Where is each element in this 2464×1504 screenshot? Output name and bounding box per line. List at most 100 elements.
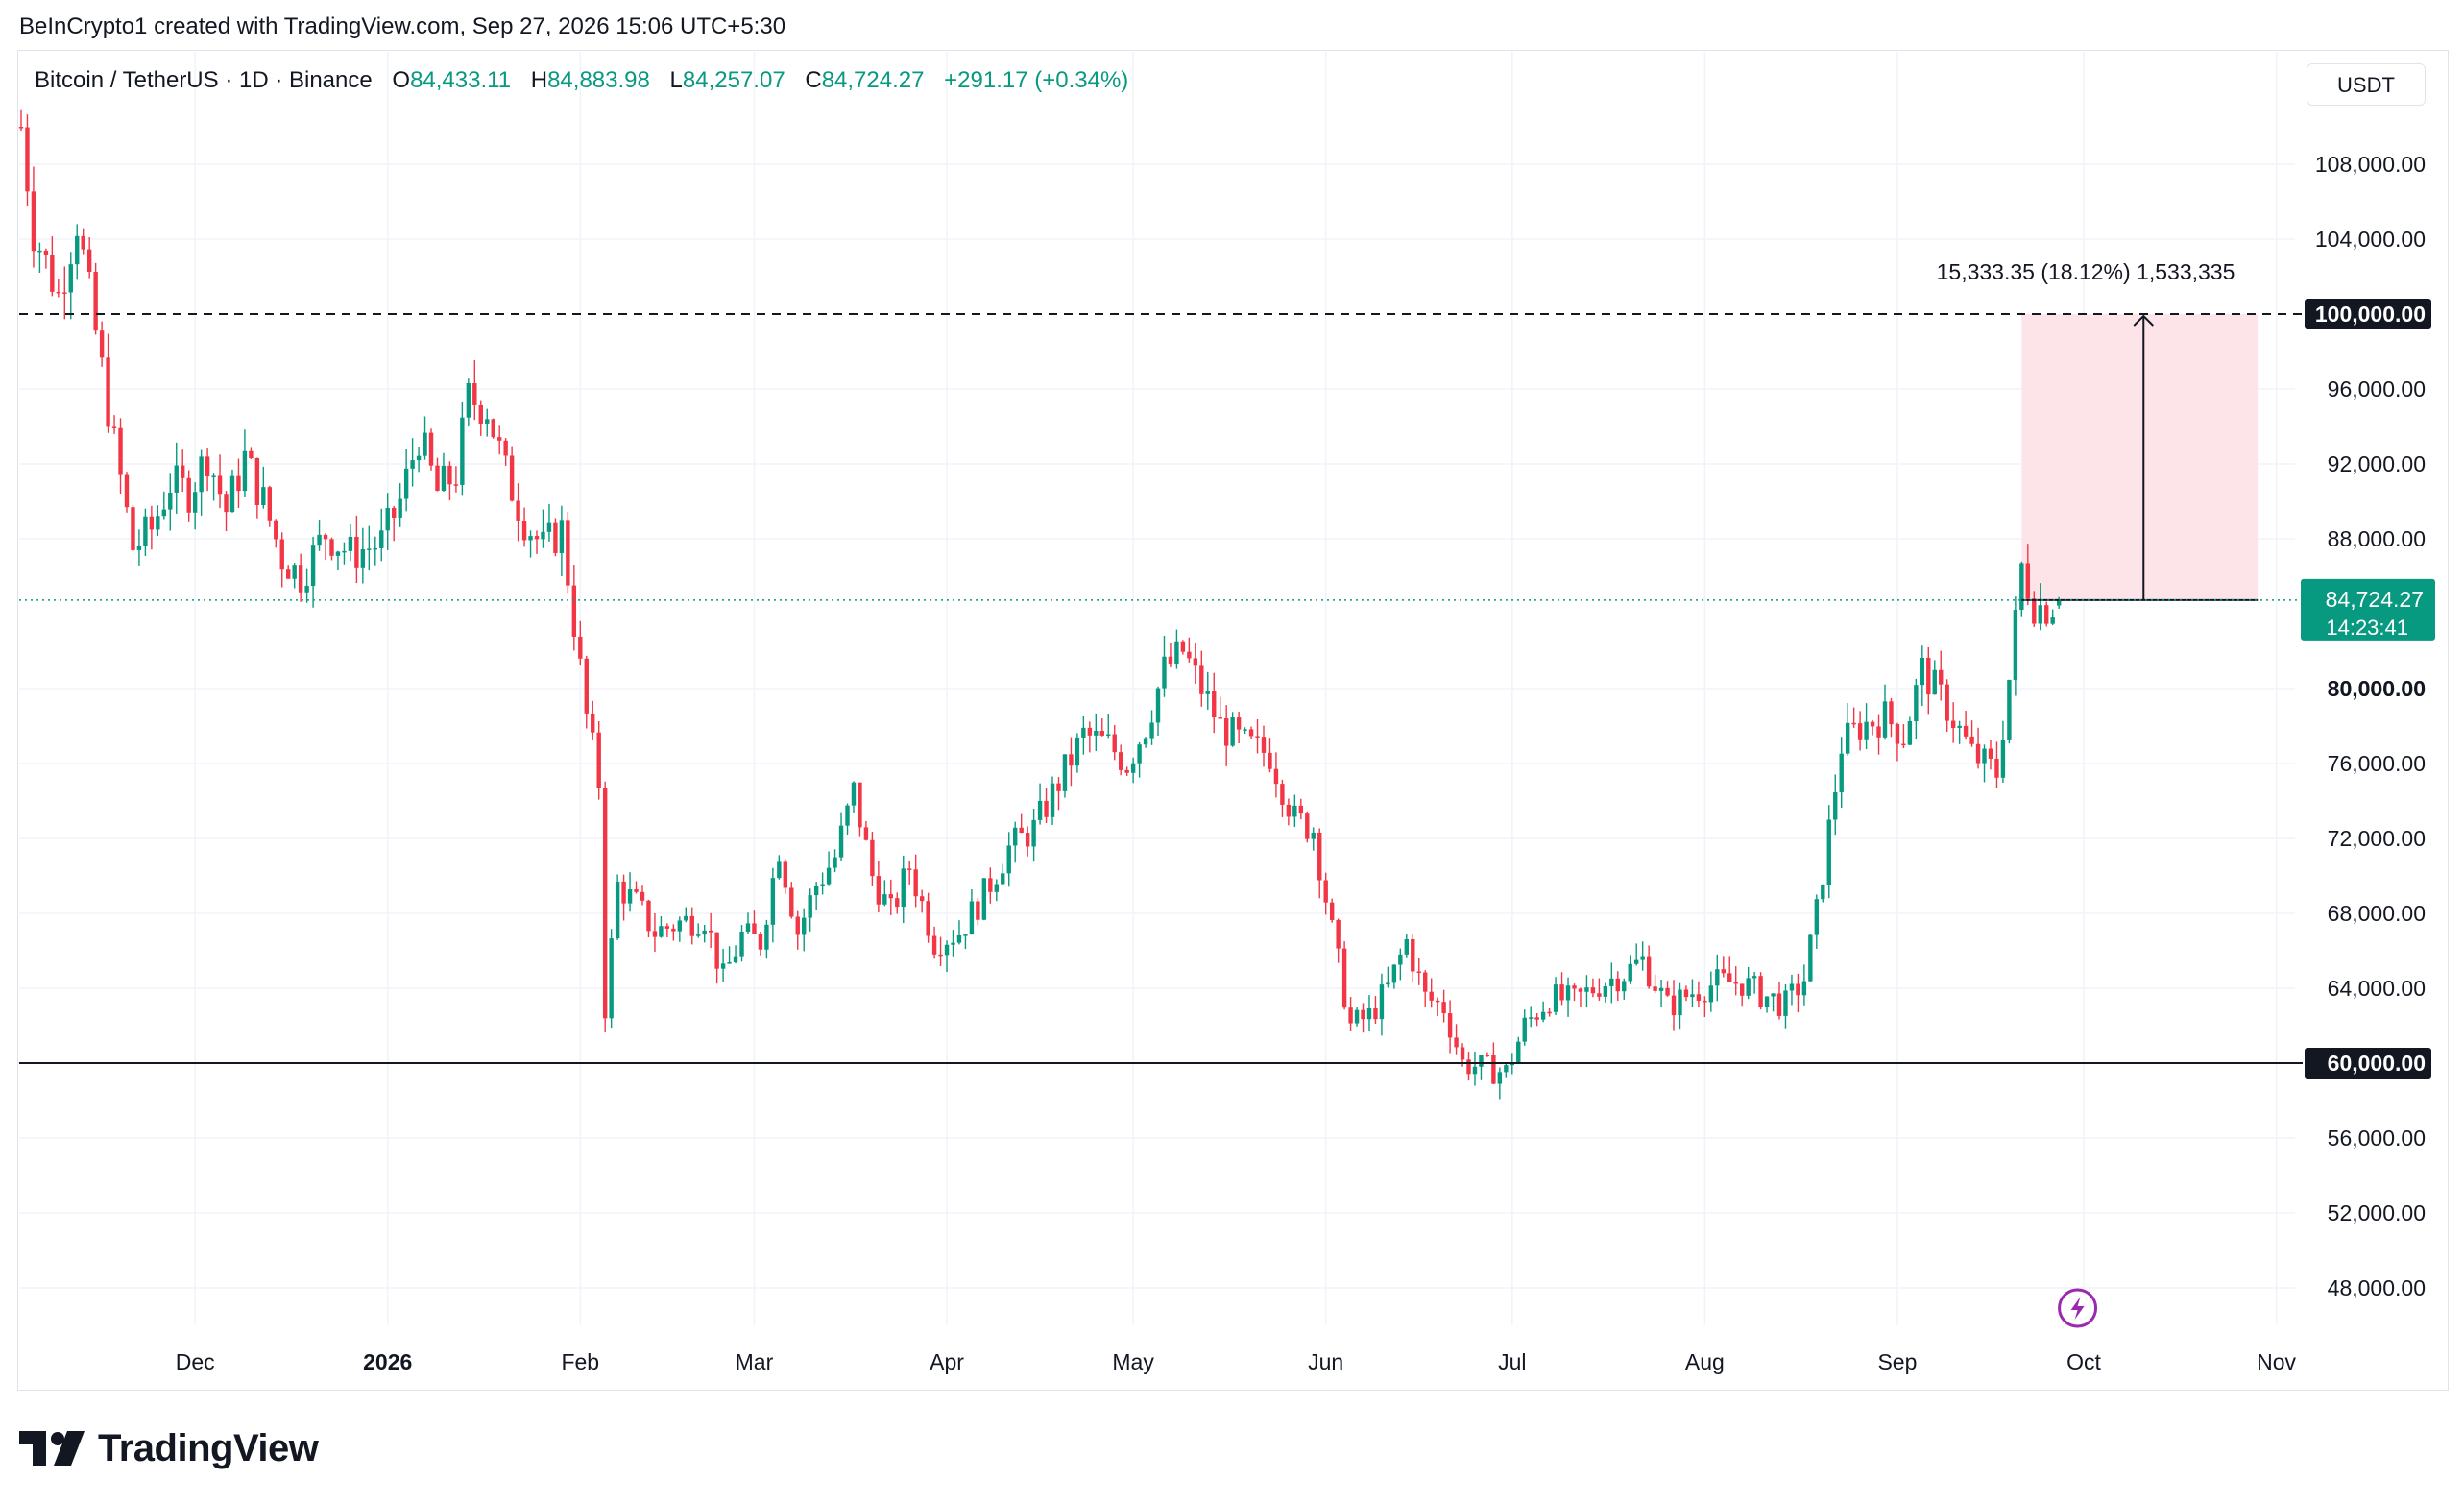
candle-body[interactable] xyxy=(1833,791,1838,820)
candle-body[interactable] xyxy=(789,887,794,917)
candle-body[interactable] xyxy=(1162,656,1167,689)
candle-body[interactable] xyxy=(1298,805,1304,814)
candle-body[interactable] xyxy=(1653,986,1657,991)
candle-body[interactable] xyxy=(43,250,49,255)
candle-body[interactable] xyxy=(217,475,223,495)
tradingview-logo[interactable]: TradingView xyxy=(19,1425,319,1471)
candle-body[interactable] xyxy=(224,494,229,513)
candle-body[interactable] xyxy=(1950,720,1956,728)
candle-body[interactable] xyxy=(1857,723,1863,740)
candle-body[interactable] xyxy=(559,520,565,553)
candle-body[interactable] xyxy=(1926,657,1931,695)
candle-body[interactable] xyxy=(870,839,875,877)
candle-body[interactable] xyxy=(1628,963,1632,982)
candle-body[interactable] xyxy=(833,857,837,868)
candle-body[interactable] xyxy=(1845,722,1850,754)
candle-body[interactable] xyxy=(1703,1000,1707,1003)
candle-body[interactable] xyxy=(2019,563,2024,611)
candle-body[interactable] xyxy=(410,460,415,469)
candle-body[interactable] xyxy=(1485,1055,1490,1057)
candle-body[interactable] xyxy=(1963,725,1969,737)
candle-body[interactable] xyxy=(783,861,788,888)
candle-body[interactable] xyxy=(335,551,341,556)
symbol-title[interactable]: Bitcoin / TetherUS · 1D · Binance xyxy=(35,67,373,93)
candle-body[interactable] xyxy=(385,507,390,531)
candle-body[interactable] xyxy=(758,934,763,950)
candle-body[interactable] xyxy=(802,917,807,935)
candle-body[interactable] xyxy=(1391,964,1397,983)
candle-body[interactable] xyxy=(969,901,975,935)
candle-body[interactable] xyxy=(1006,845,1011,874)
candle-body[interactable] xyxy=(981,878,987,920)
candle-body[interactable] xyxy=(261,487,266,505)
candle-body[interactable] xyxy=(659,926,664,937)
candle-body[interactable] xyxy=(1423,972,1428,992)
candle-body[interactable] xyxy=(913,869,918,897)
candle-body[interactable] xyxy=(752,923,757,934)
candle-body[interactable] xyxy=(1945,684,1949,721)
candle-body[interactable] xyxy=(1031,819,1036,847)
candle-body[interactable] xyxy=(1143,738,1148,745)
candle-body[interactable] xyxy=(1317,832,1322,881)
candle-body[interactable] xyxy=(348,536,353,551)
candle-body[interactable] xyxy=(1286,804,1292,817)
candle-body[interactable] xyxy=(1305,813,1310,839)
candle-body[interactable] xyxy=(1124,769,1129,773)
candle-body[interactable] xyxy=(1547,1011,1552,1014)
candle-body[interactable] xyxy=(62,292,67,294)
candle-body[interactable] xyxy=(627,889,633,904)
candle-body[interactable] xyxy=(354,536,359,568)
candle-body[interactable] xyxy=(1634,959,1639,964)
candle-body[interactable] xyxy=(93,272,98,331)
candle-body[interactable] xyxy=(521,520,527,541)
candle-body[interactable] xyxy=(1622,981,1627,992)
candle-body[interactable] xyxy=(292,565,297,579)
candle-body[interactable] xyxy=(863,827,869,840)
candle-body[interactable] xyxy=(1733,982,1738,984)
candle-body[interactable] xyxy=(1212,691,1217,718)
candle-body[interactable] xyxy=(1056,783,1061,791)
candle-body[interactable] xyxy=(229,475,235,513)
candle-body[interactable] xyxy=(895,898,900,908)
candle-body[interactable] xyxy=(1746,978,1751,996)
candle-body[interactable] xyxy=(1914,685,1919,722)
candle-body[interactable] xyxy=(1597,993,1602,997)
candle-body[interactable] xyxy=(1920,657,1925,686)
candle-body[interactable] xyxy=(192,492,198,513)
candle-body[interactable] xyxy=(2007,679,2012,740)
candle-body[interactable] xyxy=(31,191,36,252)
candle-body[interactable] xyxy=(1957,725,1962,728)
candle-body[interactable] xyxy=(1168,656,1173,664)
candle-body[interactable] xyxy=(733,956,738,963)
candle-body[interactable] xyxy=(1683,989,1689,998)
candle-body[interactable] xyxy=(1939,669,1944,685)
candle-body[interactable] xyxy=(304,586,309,593)
candle-body[interactable] xyxy=(689,915,694,936)
candle-body[interactable] xyxy=(25,127,30,192)
candle-body[interactable] xyxy=(168,492,173,510)
candle-body[interactable] xyxy=(615,881,620,939)
candle-body[interactable] xyxy=(1975,743,1981,764)
candle-body[interactable] xyxy=(1280,784,1285,805)
candle-body[interactable] xyxy=(2013,610,2018,680)
candle-body[interactable] xyxy=(310,545,316,587)
candle-body[interactable] xyxy=(156,516,160,530)
candle-body[interactable] xyxy=(621,881,626,904)
candle-body[interactable] xyxy=(75,235,80,265)
candle-body[interactable] xyxy=(696,934,701,936)
candle-body[interactable] xyxy=(99,330,105,358)
candle-body[interactable] xyxy=(1180,641,1186,652)
candle-body[interactable] xyxy=(1112,734,1117,753)
candle-body[interactable] xyxy=(1504,1065,1509,1073)
candle-body[interactable] xyxy=(745,923,751,933)
candle-body[interactable] xyxy=(888,894,893,899)
candle-body[interactable] xyxy=(1801,981,1807,996)
candle-body[interactable] xyxy=(646,900,651,932)
candle-body[interactable] xyxy=(764,924,769,950)
candle-body[interactable] xyxy=(236,475,241,492)
candle-body[interactable] xyxy=(1019,827,1024,834)
candle-body[interactable] xyxy=(1901,743,1906,746)
candle-body[interactable] xyxy=(858,782,862,828)
candle-body[interactable] xyxy=(174,465,179,493)
candle-body[interactable] xyxy=(143,516,148,546)
